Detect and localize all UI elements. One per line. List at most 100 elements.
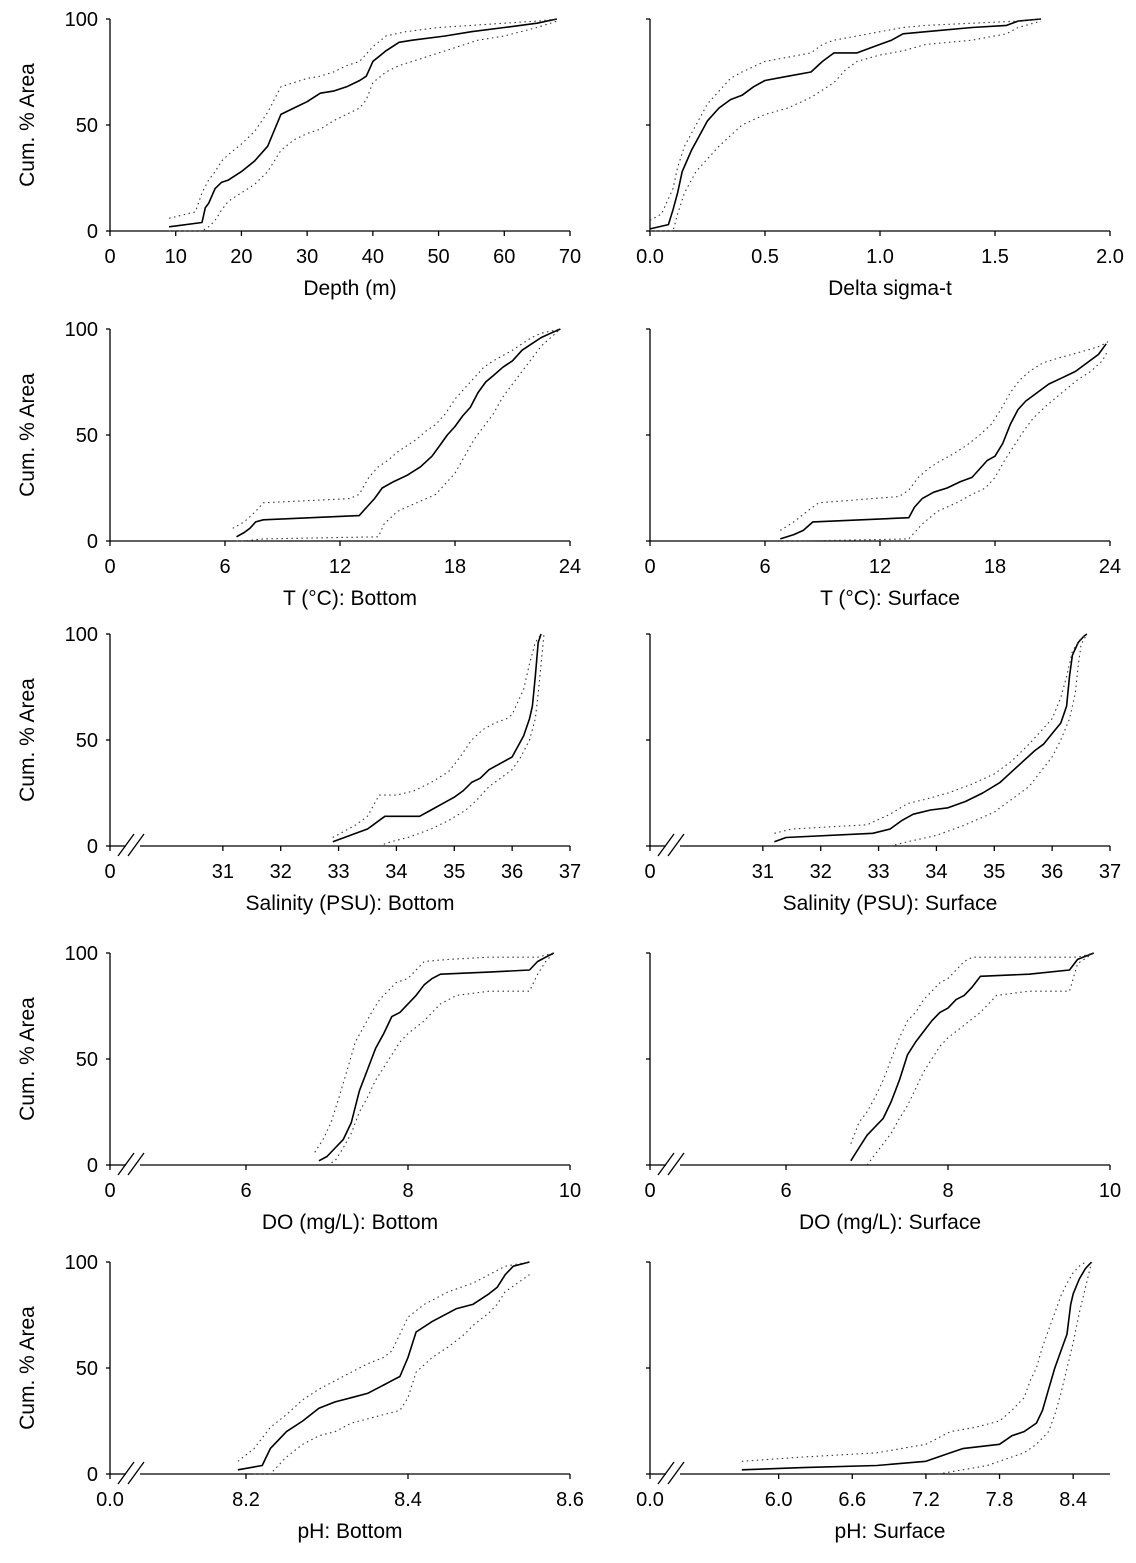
x-tick-label: 8.2 <box>232 1489 260 1511</box>
x-tick-label: 32 <box>810 861 832 883</box>
x-tick-label: 0 <box>644 861 655 883</box>
series-line-main <box>774 633 1088 843</box>
series-line-bound-1 <box>314 952 554 1153</box>
series-line-main <box>168 18 558 228</box>
x-tick-label: 0 <box>104 246 115 268</box>
axis-break-mark <box>117 1152 135 1176</box>
x-tick-label: 6 <box>780 1180 791 1202</box>
x-axis-label: DO (mg/L): Bottom <box>262 1211 438 1234</box>
axis-break-mark <box>117 1461 135 1485</box>
series-line-main <box>237 1261 530 1471</box>
x-tick-label: 6 <box>759 556 770 578</box>
x-axis-label: pH: Surface <box>835 1520 946 1543</box>
x-tick-label: 70 <box>559 246 581 268</box>
x-tick-label: 10 <box>559 1180 581 1202</box>
axis-break-mark <box>657 833 675 857</box>
chart-panel-6: 0 31 32 33 34 35 36 37 Salinity (PSU): Surface <box>644 633 1121 915</box>
x-axis-label: T (°C): Surface <box>820 587 960 610</box>
x-tick-label: 0 <box>644 1180 655 1202</box>
y-axis-label: Cum. % Area <box>16 1306 39 1430</box>
x-tick-label: 6 <box>219 556 230 578</box>
series-line-main <box>236 328 561 538</box>
chart-panel-10: 0.0 6.0 6.6 7.2 7.8 8.4 pH: Surface <box>636 1261 1110 1543</box>
x-tick-label: 0 <box>104 1180 115 1202</box>
axis-break-mark <box>127 1152 145 1176</box>
y-tick-label: 50 <box>76 425 98 447</box>
x-tick-label: 35 <box>443 861 465 883</box>
axis-break-mark <box>657 1461 675 1485</box>
series-line-main <box>649 18 1042 230</box>
y-axis-label: Cum. % Area <box>16 373 39 497</box>
y-tick-label: 50 <box>76 1358 98 1380</box>
axis-break-mark <box>667 1461 685 1485</box>
x-tick-label: 0.5 <box>751 246 779 268</box>
x-tick-label: 8.4 <box>394 1489 422 1511</box>
x-tick-label: 24 <box>559 556 581 578</box>
x-tick-label: 8.4 <box>1059 1489 1087 1511</box>
x-tick-label: 60 <box>493 246 515 268</box>
series-line-bound-1 <box>850 952 1094 1144</box>
series-line-bound-2 <box>938 1261 1093 1475</box>
x-tick-label: 18 <box>984 556 1006 578</box>
y-tick-label: 100 <box>65 1252 98 1274</box>
series-line-bound-2 <box>650 20 1042 232</box>
x-tick-label: 0 <box>644 556 655 578</box>
axis-break-mark <box>667 1152 685 1176</box>
series-line-main <box>850 952 1095 1162</box>
y-axis-label: Cum. % Area <box>16 678 39 802</box>
x-tick-label: 37 <box>1099 861 1121 883</box>
series-line-bound-2 <box>254 1274 530 1475</box>
chart-panel-2: 0.0 0.5 1.0 1.5 2.0 Delta sigma-t <box>636 18 1124 300</box>
y-tick-label: 0 <box>87 1464 98 1486</box>
y-tick-label: 0 <box>87 836 98 858</box>
x-tick-label: 0.0 <box>636 246 664 268</box>
x-tick-label: 10 <box>165 246 187 268</box>
series-line-main <box>318 952 555 1162</box>
y-axis-label: Cum. % Area <box>16 997 39 1121</box>
x-axis-label: DO (mg/L): Surface <box>799 1211 981 1234</box>
chart-panel-7: 0 50 100 0 6 8 10 DO (mg/L): Bottom Cum. % Area <box>16 943 581 1234</box>
y-tick-label: 0 <box>87 1155 98 1177</box>
x-tick-label: 10 <box>1099 1180 1121 1202</box>
chart-panel-9: 0 50 100 0.0 8.2 8.4 8.6 pH: Bottom Cum. % Area <box>16 1252 584 1543</box>
x-tick-label: 30 <box>296 246 318 268</box>
chart-panel-1: 0 50 100 0 10 20 30 40 50 60 70 Depth (m) Cum. % Are… <box>16 9 581 300</box>
x-axis-label: Salinity (PSU): Bottom <box>246 892 455 915</box>
x-tick-label: 40 <box>362 246 384 268</box>
axis-break-mark <box>667 833 685 857</box>
series-line-bound-1 <box>237 1261 530 1462</box>
x-tick-label: 6 <box>240 1180 251 1202</box>
x-tick-label: 2.0 <box>1096 246 1124 268</box>
x-tick-label: 0.0 <box>636 1489 664 1511</box>
series-line-bound-1 <box>232 328 561 529</box>
x-tick-label: 50 <box>427 246 449 268</box>
y-tick-label: 50 <box>76 730 98 752</box>
x-axis-label: pH: Bottom <box>297 1520 402 1543</box>
x-tick-label: 31 <box>212 861 234 883</box>
x-tick-label: 34 <box>925 861 947 883</box>
axis-break-mark <box>127 1461 145 1485</box>
series-line-main <box>332 633 542 843</box>
series-line-bound-1 <box>741 1261 1086 1462</box>
x-tick-label: 36 <box>1041 861 1063 883</box>
series-line-main <box>741 1261 1093 1471</box>
x-tick-label: 34 <box>385 861 407 883</box>
series-line-bound-2 <box>169 20 558 232</box>
x-tick-label: 8.6 <box>556 1489 584 1511</box>
y-tick-label: 0 <box>87 531 98 553</box>
x-tick-label: 33 <box>327 861 349 883</box>
x-tick-label: 1.5 <box>981 246 1009 268</box>
x-tick-label: 8 <box>402 1180 413 1202</box>
x-tick-label: 33 <box>867 861 889 883</box>
axis-break-mark <box>127 833 145 857</box>
y-tick-label: 50 <box>76 115 98 137</box>
x-tick-label: 20 <box>230 246 252 268</box>
y-tick-label: 100 <box>65 9 98 31</box>
x-tick-label: 6.0 <box>765 1489 793 1511</box>
x-tick-label: 36 <box>501 861 523 883</box>
chart-panel-4: 0 6 12 18 24 T (°C): Surface <box>644 328 1121 610</box>
x-axis-label: T (°C): Bottom <box>283 587 417 610</box>
series-line-bound-2 <box>889 633 1088 847</box>
y-tick-label: 100 <box>65 624 98 646</box>
